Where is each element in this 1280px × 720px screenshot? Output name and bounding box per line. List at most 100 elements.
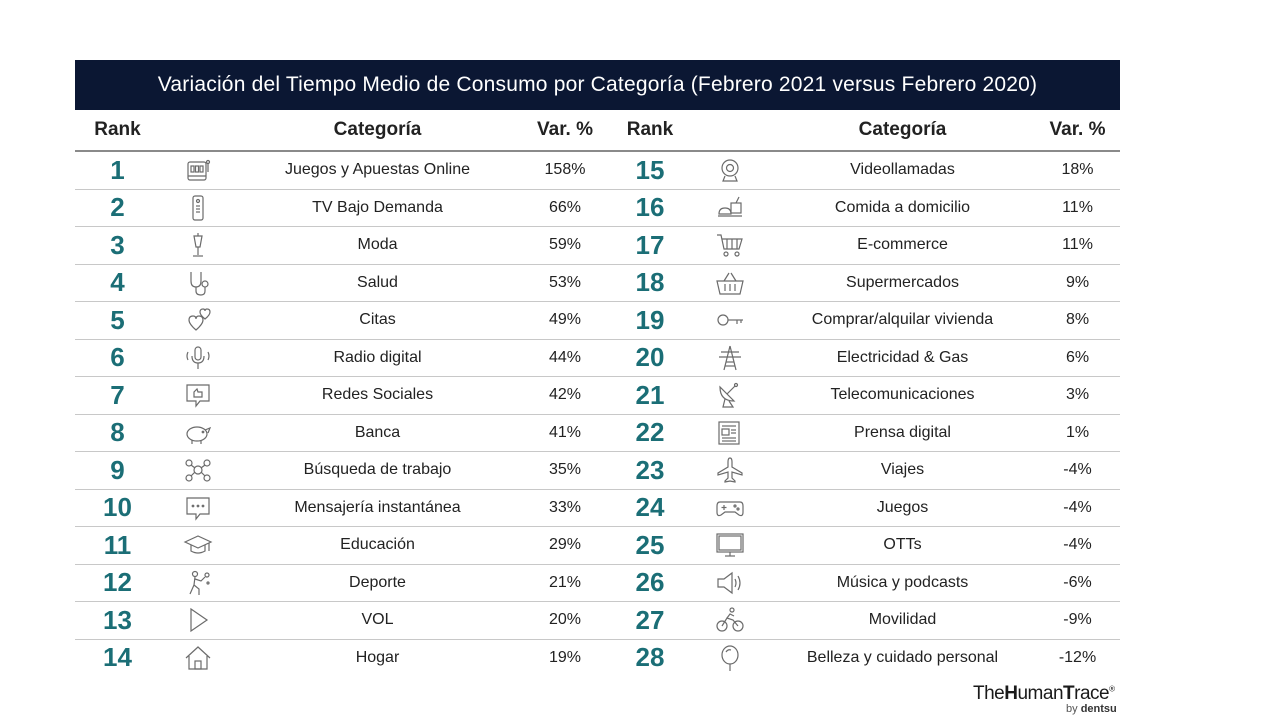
remote-control-icon (160, 194, 235, 222)
category-label: OTTs (883, 536, 922, 554)
category-label: Videollamadas (850, 161, 955, 179)
var-value: 42% (548, 386, 582, 404)
rank-value: 5 (110, 304, 125, 335)
power-tower-icon (690, 344, 770, 372)
var-value: -4% (1063, 536, 1092, 554)
speaker-icon (690, 569, 770, 597)
rank-value: 27 (635, 604, 665, 635)
header-category: Categoría (858, 119, 947, 140)
airplane-icon (690, 456, 770, 484)
table-row: 5 Citas 49% (75, 302, 610, 340)
header-var: Var. % (1049, 119, 1106, 140)
table-row: 14 Hogar 19% (75, 640, 610, 677)
rank-value: 15 (635, 154, 665, 185)
table-row: 4 Salud 53% (75, 265, 610, 302)
rank-value: 28 (635, 642, 665, 673)
table-row: 8 Banca 41% (75, 415, 610, 452)
category-label: Citas (359, 311, 396, 329)
var-value: 20% (548, 611, 582, 629)
var-value: 18% (1061, 161, 1094, 179)
table-row: 10 Mensajería instantánea 33% (75, 490, 610, 527)
category-label: Moda (357, 236, 398, 254)
table-row: 11 Educación 29% (75, 527, 610, 565)
var-value: 21% (548, 573, 582, 591)
category-label: Redes Sociales (321, 386, 434, 404)
rank-value: 8 (110, 417, 125, 448)
rank-value: 14 (103, 642, 132, 673)
rank-value: 6 (110, 342, 125, 373)
table-title: Variación del Tiempo Medio de Consumo po… (75, 60, 1120, 110)
category-label: VOL (361, 611, 394, 629)
category-label: TV Bajo Demanda (312, 198, 443, 216)
table-row: 1 Juegos y Apuestas Online 158% (75, 152, 610, 190)
var-value: 33% (548, 498, 582, 516)
rank-value: 1 (110, 154, 125, 185)
piggy-bank-icon (160, 419, 235, 447)
category-label: Búsqueda de trabajo (303, 461, 452, 479)
table-row: 27 Movilidad -9% (610, 602, 1120, 640)
mirror-icon (690, 644, 770, 672)
food-delivery-icon (690, 194, 770, 222)
var-value: 19% (548, 648, 582, 666)
stethoscope-icon (160, 269, 235, 297)
var-value: 29% (548, 536, 582, 554)
table-row: 26 Música y podcasts -6% (610, 565, 1120, 602)
category-label: Comida a domicilio (834, 198, 971, 216)
microphone-icon (160, 344, 235, 372)
header-category: Categoría (333, 119, 422, 140)
table-row: 6 Radio digital 44% (75, 340, 610, 377)
hearts-icon (160, 306, 235, 334)
rank-value: 22 (635, 417, 665, 448)
category-label: Deporte (349, 573, 406, 591)
dentsu-logo: by dentsu (1066, 703, 1117, 715)
graduation-cap-icon (160, 531, 235, 559)
var-value: 11% (1062, 236, 1093, 254)
var-value: 53% (548, 273, 582, 291)
var-value: 66% (548, 198, 582, 216)
category-label: Educación (340, 536, 415, 554)
cyclist-icon (690, 606, 770, 634)
category-label: Prensa digital (854, 423, 951, 441)
category-label: Belleza y cuidado personal (806, 648, 999, 666)
table-row: 28 Belleza y cuidado personal -12% (610, 640, 1120, 677)
table-row: 23 Viajes -4% (610, 452, 1120, 490)
var-value: 49% (548, 311, 582, 329)
rank-value: 18 (635, 267, 665, 298)
rank-value: 20 (635, 342, 665, 373)
rank-value: 7 (110, 379, 125, 410)
var-value: 6% (1065, 348, 1090, 366)
tv-screen-icon (690, 531, 770, 559)
category-label: Viajes (880, 461, 925, 479)
chat-bubble-icon (160, 494, 235, 522)
table-left-panel: Rank Categoría Var. % 1 Juegos y Apuestas… (75, 110, 610, 676)
rank-value: 11 (103, 529, 132, 560)
table-row: 17 E-commerce 11% (610, 227, 1120, 265)
category-label: Juegos (876, 498, 929, 516)
var-value: 35% (548, 461, 582, 479)
tennis-player-icon (160, 569, 235, 597)
header-rank: Rank (94, 119, 141, 140)
table-row: 15 Videollamadas 18% (610, 152, 1120, 190)
rank-value: 23 (635, 454, 665, 485)
rank-value: 16 (635, 192, 665, 223)
rank-value: 21 (635, 379, 665, 410)
var-value: 9% (1065, 273, 1090, 291)
var-value: 158% (544, 161, 586, 179)
category-label: Radio digital (333, 348, 422, 366)
var-value: 41% (548, 423, 582, 441)
play-icon (160, 606, 235, 634)
table-row: 13 VOL 20% (75, 602, 610, 640)
var-value: 59% (548, 236, 582, 254)
header-rank: Rank (626, 119, 674, 140)
var-value: 44% (548, 348, 582, 366)
var-value: -4% (1063, 461, 1092, 479)
key-icon (690, 306, 770, 334)
table-row: 12 Deporte 21% (75, 565, 610, 602)
category-label: Comprar/alquilar vivienda (811, 311, 994, 329)
slot-machine-icon (160, 156, 235, 184)
rank-value: 25 (635, 529, 665, 560)
rank-value: 24 (635, 492, 665, 523)
category-label: Juegos y Apuestas Online (284, 161, 470, 179)
table-row: 18 Supermercados 9% (610, 265, 1120, 302)
table-row: 20 Electricidad & Gas 6% (610, 340, 1120, 377)
